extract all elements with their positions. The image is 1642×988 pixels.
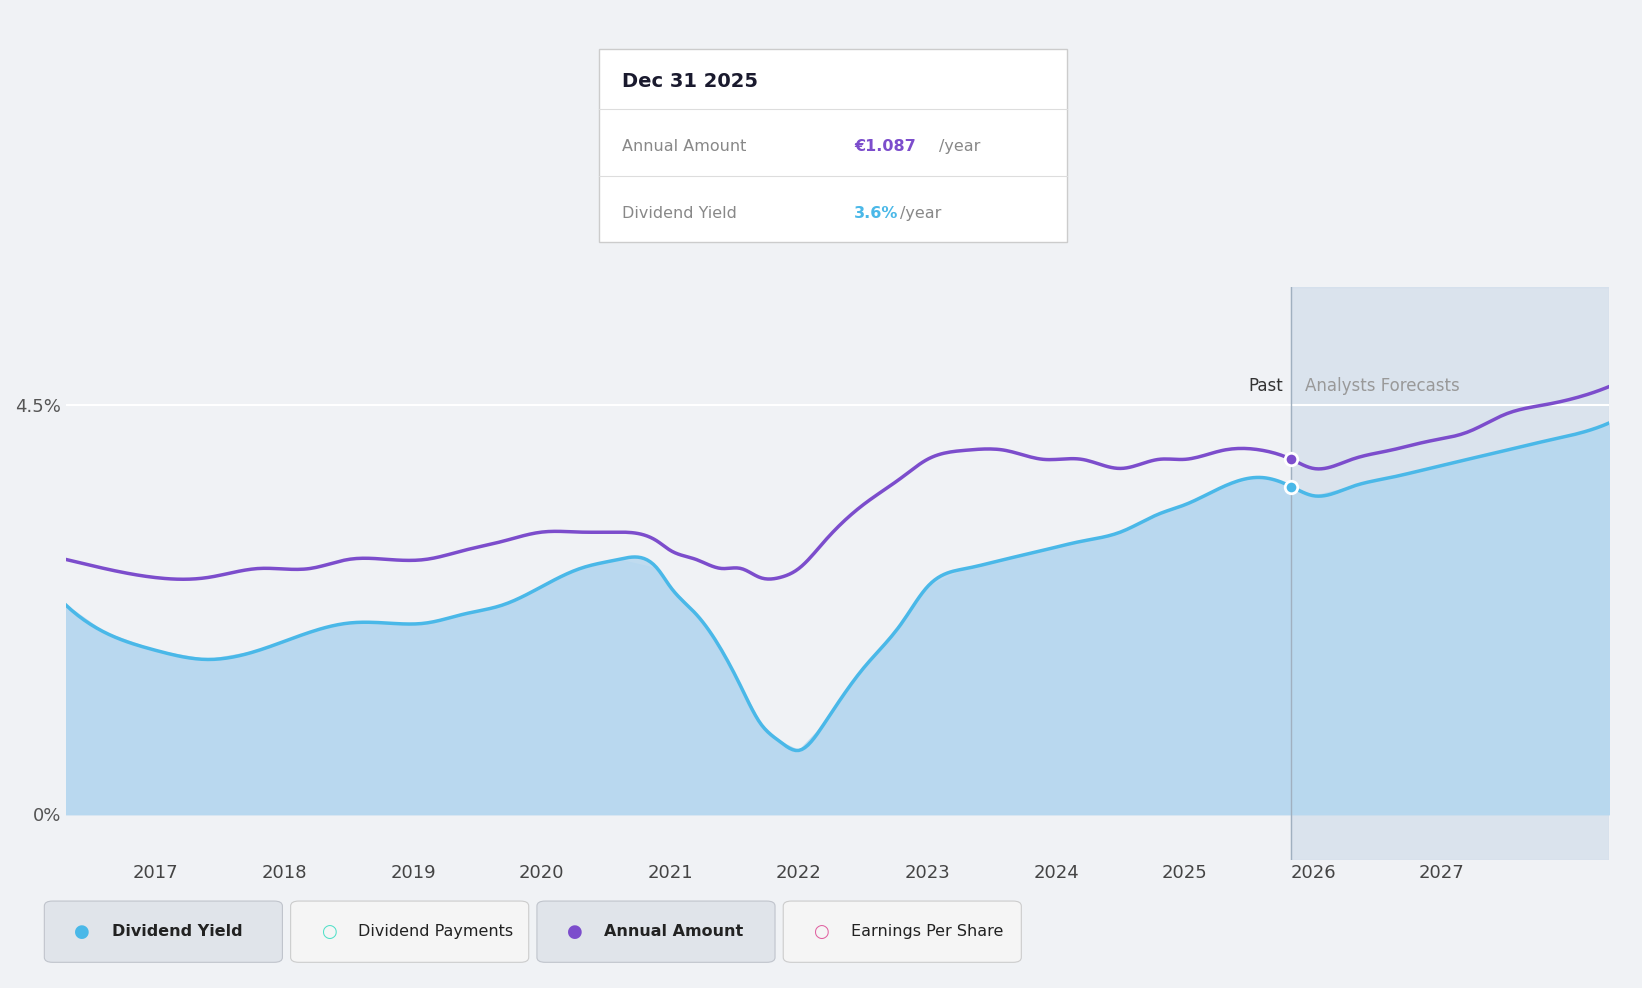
Text: 3.6%: 3.6% bbox=[854, 206, 898, 221]
Text: Dividend Payments: Dividend Payments bbox=[358, 924, 512, 940]
Text: ●: ● bbox=[566, 923, 583, 941]
Text: Analysts Forecasts: Analysts Forecasts bbox=[1305, 376, 1460, 395]
Text: Dec 31 2025: Dec 31 2025 bbox=[622, 72, 759, 91]
Text: /year: /year bbox=[939, 138, 980, 154]
Text: Annual Amount: Annual Amount bbox=[604, 924, 744, 940]
Text: Earnings Per Share: Earnings Per Share bbox=[851, 924, 1003, 940]
Text: ○: ○ bbox=[813, 923, 829, 941]
Text: Dividend Yield: Dividend Yield bbox=[112, 924, 243, 940]
Text: €1.087: €1.087 bbox=[854, 138, 916, 154]
Text: /year: /year bbox=[900, 206, 941, 221]
Text: ○: ○ bbox=[320, 923, 337, 941]
Text: Dividend Yield: Dividend Yield bbox=[622, 206, 737, 221]
Text: Annual Amount: Annual Amount bbox=[622, 138, 747, 154]
Text: Past: Past bbox=[1248, 376, 1284, 395]
Bar bbox=[1292, 287, 1609, 860]
Text: ●: ● bbox=[74, 923, 90, 941]
